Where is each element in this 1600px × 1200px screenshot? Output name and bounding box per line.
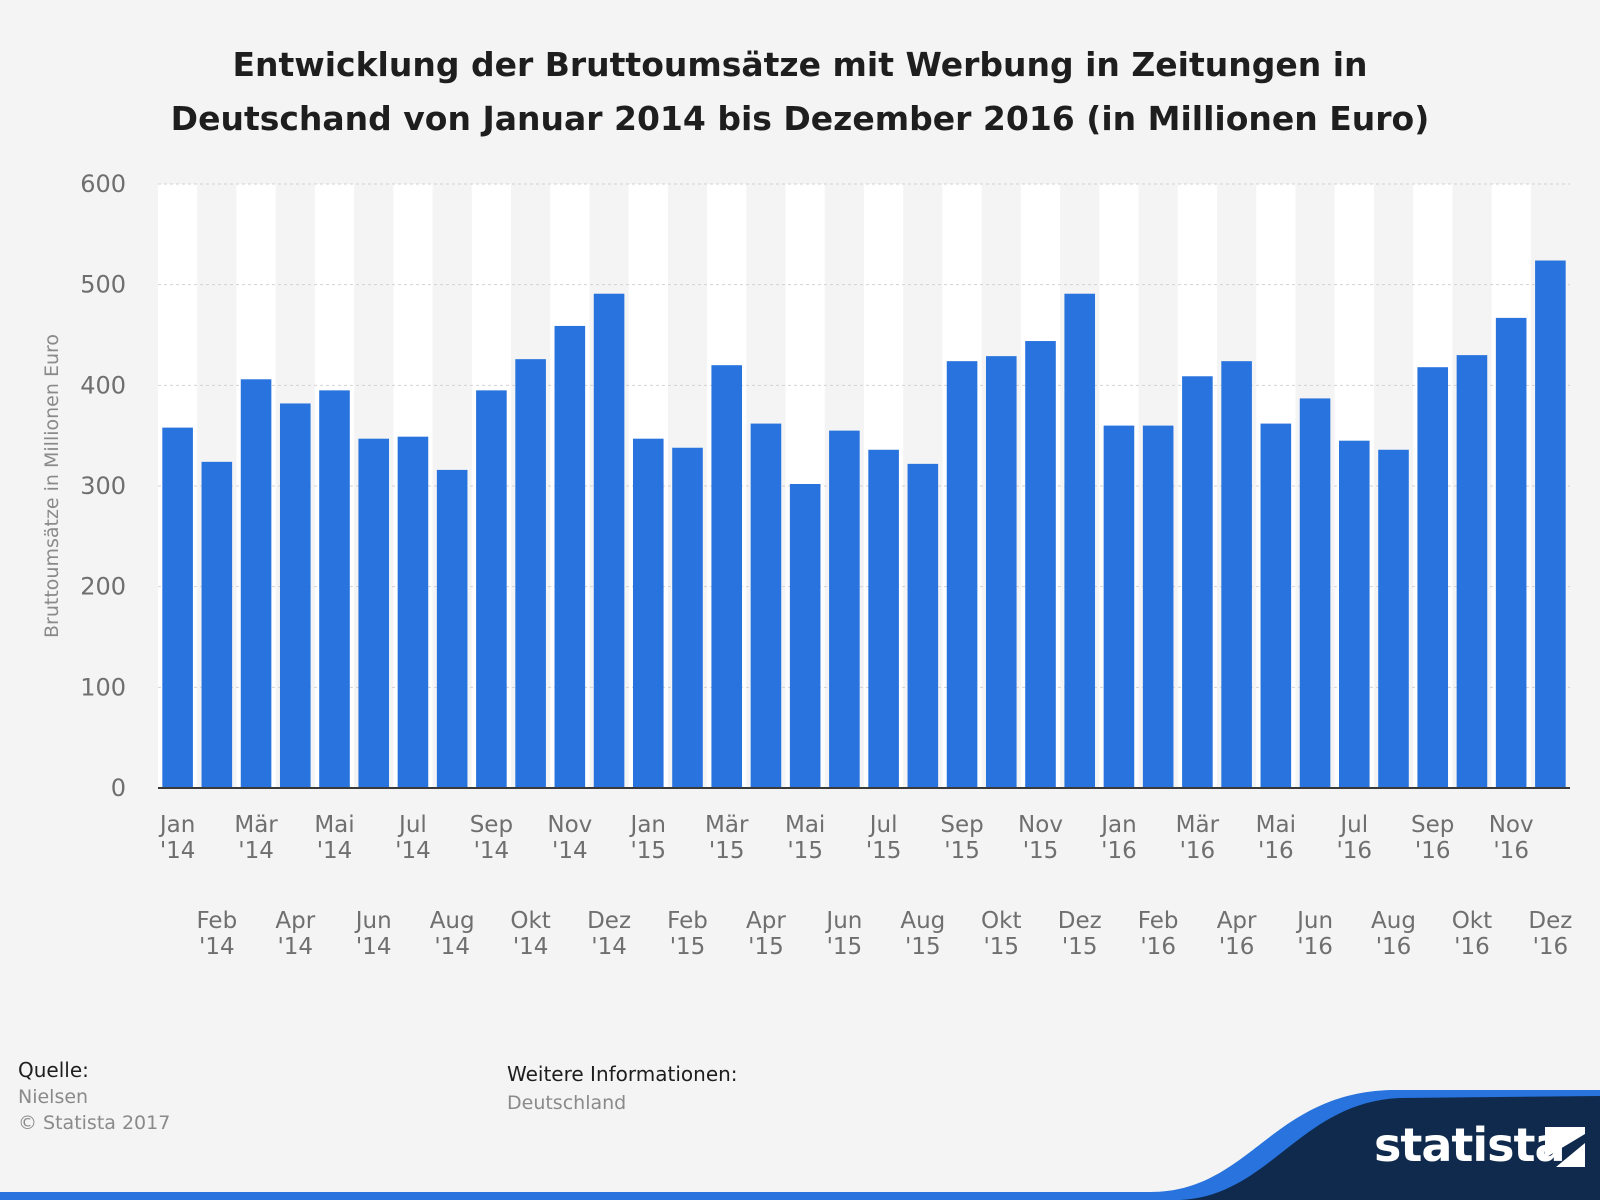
bar[interactable] (436, 469, 468, 788)
bar[interactable] (1535, 260, 1566, 788)
bar[interactable] (319, 390, 350, 788)
bar[interactable] (1064, 293, 1096, 788)
x-tick-label: Nov '14 (547, 812, 592, 864)
x-axis-labels: Jan '14 Feb '14 Mär '14 Apr '14 Mai '14 Jun '14 Jul '… (158, 812, 1572, 960)
y-axis-title: Bruttoumsätze in Millionen Euro (41, 334, 63, 638)
x-tick-label: Jul '16 (1336, 812, 1372, 864)
bar[interactable] (1417, 367, 1449, 788)
bar[interactable] (1456, 355, 1488, 788)
chart-title: Entwicklung der Bruttoumsätze mit Werbun… (0, 38, 1600, 146)
bar[interactable] (162, 427, 193, 788)
brand-band-dark (1180, 1096, 1600, 1200)
bar[interactable] (1142, 425, 1174, 788)
gridlines (158, 183, 1570, 688)
statista-logo-icon (1545, 1127, 1585, 1167)
chart-title-line-1: Entwicklung der Bruttoumsätze mit Werbun… (232, 45, 1368, 84)
y-tick-label: 500 (80, 271, 126, 299)
x-tick-label: Mai '16 (1256, 812, 1296, 864)
bar[interactable] (1103, 425, 1135, 788)
x-tick-label: Okt '15 (981, 908, 1021, 960)
bar[interactable] (672, 447, 703, 788)
x-tick-label: Mär '15 (705, 812, 749, 864)
y-tick-label: 600 (80, 170, 126, 198)
bar[interactable] (358, 438, 390, 788)
y-axis-ticks: 0 100 200 300 400 500 600 (80, 170, 126, 802)
bar[interactable] (554, 325, 586, 788)
bar[interactable] (907, 463, 939, 788)
bar[interactable] (946, 361, 978, 788)
bar[interactable] (1495, 317, 1527, 788)
x-tick-label: Nov '16 (1489, 812, 1534, 864)
bar[interactable] (1299, 398, 1331, 788)
x-tick-label: Sep '15 (940, 812, 983, 864)
x-tick-label: Sep '14 (470, 812, 513, 864)
bar[interactable] (397, 436, 429, 788)
bar[interactable] (201, 461, 233, 788)
x-tick-label: Nov '15 (1018, 812, 1063, 864)
y-tick-label: 0 (111, 774, 126, 802)
bar[interactable] (279, 403, 311, 788)
x-tick-label: Apr '16 (1217, 908, 1257, 960)
y-tick-label: 400 (80, 371, 126, 399)
bar[interactable] (1260, 423, 1292, 788)
x-tick-label: Apr '15 (746, 908, 786, 960)
bar[interactable] (240, 379, 272, 788)
bar[interactable] (711, 365, 743, 788)
x-tick-label: Aug '15 (900, 908, 945, 960)
y-tick-label: 100 (80, 673, 126, 701)
y-tick-label: 300 (80, 472, 126, 500)
x-tick-label: Sep '16 (1411, 812, 1454, 864)
x-tick-label: Jun '15 (824, 908, 862, 960)
y-tick-label: 200 (80, 573, 126, 601)
x-tick-label: Mai '15 (785, 812, 825, 864)
x-tick-label: Okt '16 (1452, 908, 1492, 960)
bar[interactable] (829, 430, 860, 788)
x-tick-label: Mär '14 (234, 812, 278, 864)
x-tick-label: Jul '15 (866, 812, 902, 864)
x-tick-label: Jul '14 (395, 812, 431, 864)
x-tick-label: Feb '16 (1138, 908, 1179, 960)
x-tick-label: Okt '14 (510, 908, 550, 960)
chart-title-line-2: Deutschand von Januar 2014 bis Dezember … (170, 99, 1430, 138)
bar[interactable] (985, 356, 1017, 788)
x-tick-label: Mai '14 (314, 812, 354, 864)
bar[interactable] (750, 423, 782, 788)
x-tick-label: Aug '16 (1371, 908, 1416, 960)
x-tick-label: Jun '16 (1295, 908, 1333, 960)
bar-chart: 0 100 200 300 400 500 600 Jan '14 Feb '14 Mär '14 Ap… (41, 170, 1572, 960)
bar[interactable] (632, 438, 664, 788)
statista-logo-text: statista (1374, 1118, 1566, 1172)
x-tick-label: Mär '16 (1176, 812, 1220, 864)
x-tick-label: Apr '14 (275, 908, 315, 960)
x-tick-label: Jan '15 (629, 812, 667, 864)
bar[interactable] (593, 293, 625, 788)
x-tick-label: Dez '15 (1058, 908, 1102, 960)
bar[interactable] (1338, 440, 1370, 788)
bar[interactable] (789, 483, 821, 788)
bar[interactable] (1025, 341, 1056, 788)
x-tick-label: Dez '16 (1528, 908, 1572, 960)
x-tick-label: Jun '14 (354, 908, 392, 960)
bar[interactable] (515, 359, 546, 788)
x-tick-label: Feb '15 (667, 908, 708, 960)
x-tick-label: Aug '14 (430, 908, 475, 960)
x-tick-label: Feb '14 (196, 908, 237, 960)
bar[interactable] (1378, 449, 1409, 788)
bar[interactable] (476, 390, 507, 788)
x-tick-label: Jan '14 (158, 812, 196, 864)
x-tick-label: Dez '14 (587, 908, 631, 960)
bars (162, 260, 1566, 788)
bar[interactable] (1221, 361, 1252, 788)
x-tick-label: Jan '16 (1099, 812, 1137, 864)
bar[interactable] (868, 449, 899, 788)
bar[interactable] (1182, 376, 1213, 788)
